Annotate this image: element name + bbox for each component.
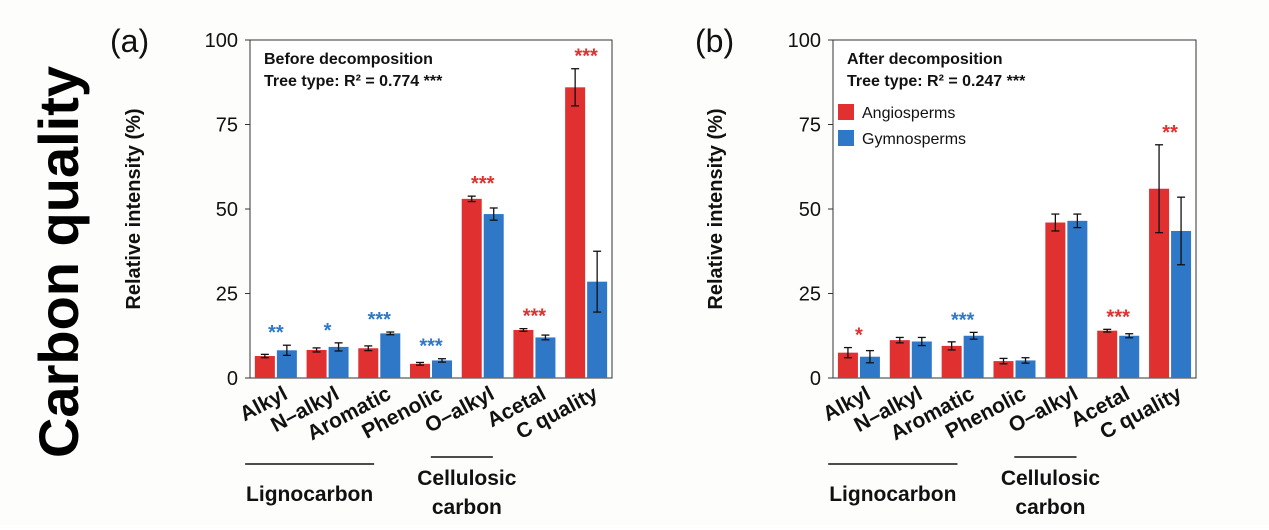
plot-frame-b bbox=[832, 39, 1197, 379]
plot-frame-a bbox=[249, 39, 613, 379]
significance-marker-a: *** bbox=[368, 309, 392, 331]
y-tick-label-a: 25 bbox=[216, 284, 238, 306]
significance-marker-a: *** bbox=[574, 46, 598, 68]
y-axis-label-b: Relative intensity (%) bbox=[705, 108, 727, 309]
bar-a-gymnosperms bbox=[328, 346, 349, 378]
bar-a-angiosperms bbox=[513, 330, 534, 378]
bar-b-gymnosperms bbox=[1015, 360, 1036, 378]
bar-a-gymnosperms bbox=[380, 333, 401, 378]
annotation-title-b: After decomposition bbox=[847, 51, 1003, 68]
y-tick-label-a: 0 bbox=[227, 368, 238, 390]
y-tick-label-a: 50 bbox=[216, 199, 238, 221]
significance-marker-a: *** bbox=[523, 306, 547, 328]
bar-b-gymnosperms bbox=[911, 341, 932, 378]
bar-a-gymnosperms bbox=[535, 337, 556, 378]
group-label-cellulosic-b: Cellulosic carbon bbox=[1001, 467, 1101, 519]
significance-marker-a: *** bbox=[471, 173, 495, 195]
bar-a-gymnosperms bbox=[276, 350, 297, 378]
bar-a-gymnosperms bbox=[587, 281, 608, 378]
bar-a-angiosperms bbox=[410, 363, 430, 378]
y-tick-label-b: 75 bbox=[799, 115, 821, 137]
y-tick-label-a: 75 bbox=[216, 115, 238, 137]
significance-marker-b: * bbox=[855, 325, 863, 347]
bar-a-gymnosperms bbox=[432, 360, 452, 378]
group-label-lignocarbon-b: Lignocarbon bbox=[829, 483, 956, 506]
bar-b-angiosperms bbox=[889, 340, 910, 378]
legend-swatch-angiosperms bbox=[838, 104, 854, 120]
bar-b-angiosperms bbox=[1149, 188, 1170, 378]
y-tick-label-b: 25 bbox=[799, 284, 821, 306]
group-label-cellulosic-a: Cellulosic carbon bbox=[417, 467, 517, 519]
bar-b-angiosperms bbox=[1097, 330, 1118, 378]
legend-label-angiosperms: Angiosperms bbox=[862, 105, 955, 122]
bar-b-angiosperms bbox=[993, 361, 1014, 378]
significance-marker-a: *** bbox=[419, 336, 443, 358]
panel-label-a: (a) bbox=[110, 23, 149, 59]
legend-swatch-gymnosperms bbox=[838, 130, 854, 146]
panel-label-b: (b) bbox=[695, 23, 734, 59]
y-axis-label-a: Relative intensity (%) bbox=[123, 108, 145, 309]
bar-a-angiosperms bbox=[254, 356, 275, 378]
bar-a-angiosperms bbox=[358, 348, 379, 378]
significance-marker-b: *** bbox=[951, 309, 975, 331]
significance-marker-b: ** bbox=[1162, 122, 1178, 144]
bar-b-gymnosperms bbox=[963, 335, 984, 378]
bar-a-angiosperms bbox=[306, 349, 327, 378]
significance-marker-a: * bbox=[324, 320, 332, 342]
bar-b-angiosperms bbox=[941, 345, 962, 378]
group-label-lignocarbon-a: Lignocarbon bbox=[246, 483, 373, 506]
y-tick-label-b: 50 bbox=[799, 199, 821, 221]
bar-b-gymnosperms bbox=[1067, 220, 1088, 378]
bar-b-gymnosperms bbox=[1119, 335, 1140, 378]
bar-a-angiosperms bbox=[565, 87, 586, 378]
annotation-stat-a: Tree type: R² = 0.774 *** bbox=[264, 73, 443, 90]
bar-b-gymnosperms bbox=[859, 356, 880, 378]
annotation-stat-b: Tree type: R² = 0.247 *** bbox=[847, 73, 1026, 90]
bar-a-gymnosperms bbox=[483, 214, 504, 378]
bar-b-gymnosperms bbox=[1171, 230, 1192, 378]
y-tick-label-b: 0 bbox=[810, 368, 821, 390]
bar-b-angiosperms bbox=[837, 352, 858, 378]
significance-marker-a: ** bbox=[268, 322, 284, 344]
bar-a-angiosperms bbox=[461, 198, 482, 378]
bar-b-angiosperms bbox=[1045, 222, 1066, 378]
y-tick-label-b: 100 bbox=[788, 30, 821, 52]
legend-label-gymnosperms: Gymnosperms bbox=[862, 131, 966, 148]
y-tick-label-a: 100 bbox=[205, 30, 238, 52]
side-title: Carbon quality bbox=[27, 66, 90, 458]
annotation-title-a: Before decomposition bbox=[264, 51, 433, 68]
significance-marker-b: *** bbox=[1107, 306, 1131, 328]
